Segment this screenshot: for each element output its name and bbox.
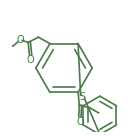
Text: S: S [79,92,86,102]
Text: O: O [76,117,84,127]
Text: O: O [27,55,34,65]
Text: O: O [16,35,24,45]
